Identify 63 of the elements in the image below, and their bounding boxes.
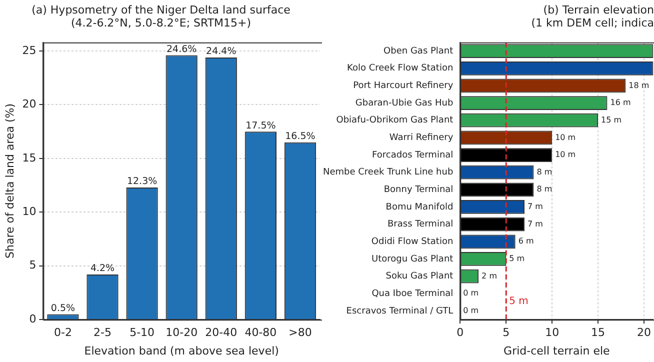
y-tick-label: Warri Refinery (389, 133, 454, 144)
data-label: 15 m (601, 115, 622, 124)
x-tick-label: 2-5 (94, 326, 112, 340)
y-tick-label: Bonny Terminal (384, 185, 454, 196)
y-axis-title: Share of delta land area (%) (3, 103, 16, 259)
data-label: 5 m (509, 254, 525, 264)
x-tick-label: 0-2 (54, 326, 72, 340)
data-label: 16 m (610, 98, 631, 108)
data-label: 2 m (482, 271, 498, 280)
y-tick-label: Brass Terminal (388, 220, 454, 230)
data-label: 6 m (518, 236, 534, 246)
y-tick-label: Port Harcourt Refinery (353, 81, 454, 92)
data-label: 0 m (463, 306, 479, 316)
y-tick-label: 25 (22, 44, 36, 57)
data-label: 0.5% (50, 302, 76, 314)
x-tick-label: 0 (456, 326, 464, 340)
y-tick-label: Qua Iboe Terminal (372, 288, 454, 299)
x-tick-label: 10-20 (166, 326, 198, 340)
y-tick-label: Odidi Flow Station (371, 236, 454, 247)
y-tick-label: Nembe Creek Trunk Line hub (322, 168, 454, 178)
x-tick-label: 20 (637, 326, 651, 340)
y-tick-label: 15 (22, 151, 36, 164)
x-tick-label: 15 (591, 326, 606, 340)
y-tick-label: 5 (29, 258, 36, 272)
data-label: 12.3% (126, 176, 158, 188)
y-tick-label: Kolo Creek Flow Station (347, 64, 454, 74)
data-label: 8 m (536, 184, 552, 194)
x-tick-label: 40-80 (244, 326, 277, 340)
x-tick-label: >80 (288, 326, 312, 340)
y-tick-label: Obiafu-Obrikom Gas Plant (336, 116, 454, 126)
y-tick-label: Bomu Manifold (386, 202, 454, 212)
data-label: 8 m (536, 167, 552, 176)
data-label: 16.5% (285, 131, 316, 142)
data-label: 18 m (628, 80, 650, 90)
chart-title: (a) Hypsometry of the Niger Delta land surface (32, 3, 291, 16)
x-axis-title: Grid-cell terrain ele (504, 344, 610, 358)
y-tick-label: 20 (22, 98, 36, 111)
data-label: 0 m (463, 288, 479, 298)
y-tick-label: Soku Gas Plant (386, 272, 454, 282)
y-tick-label: Gbaran-Ubie Gas Hub (355, 98, 454, 108)
chart-title: (b) Terrain elevation (543, 3, 654, 16)
x-axis-title: Elevation band (m above sea level) (84, 344, 279, 358)
y-tick-label: Utorogu Gas Plant (372, 254, 454, 264)
x-tick-label: 5-10 (130, 326, 155, 340)
data-label: 7 m (528, 202, 544, 212)
y-tick-label: 10 (22, 205, 36, 218)
data-label: 4.2% (90, 263, 115, 274)
y-tick-label: Forcados Terminal (372, 150, 454, 160)
data-label: 10 m (555, 132, 576, 142)
data-label: 10 m (555, 150, 576, 160)
y-tick-label: 0 (29, 312, 36, 326)
data-label: 24.4% (206, 46, 236, 58)
x-tick-label: 20-40 (205, 326, 238, 340)
x-tick-label: 5 (502, 326, 510, 340)
x-tick-label: 10 (545, 326, 560, 340)
data-label: 17.5% (246, 120, 276, 132)
data-label: 7 m (528, 219, 544, 228)
chart-subtitle: (4.2-6.2°N, 5.0-8.2°E; SRTM15+) (70, 16, 252, 30)
chart-subtitle: (1 km DEM cell; indica (531, 16, 654, 30)
y-tick-label: Oben Gas Plant (384, 46, 454, 56)
data-label: 24.6% (166, 44, 197, 56)
ref-line-label: 5 m (509, 296, 528, 308)
y-tick-label: Escravos Terminal / GTL (346, 306, 454, 316)
